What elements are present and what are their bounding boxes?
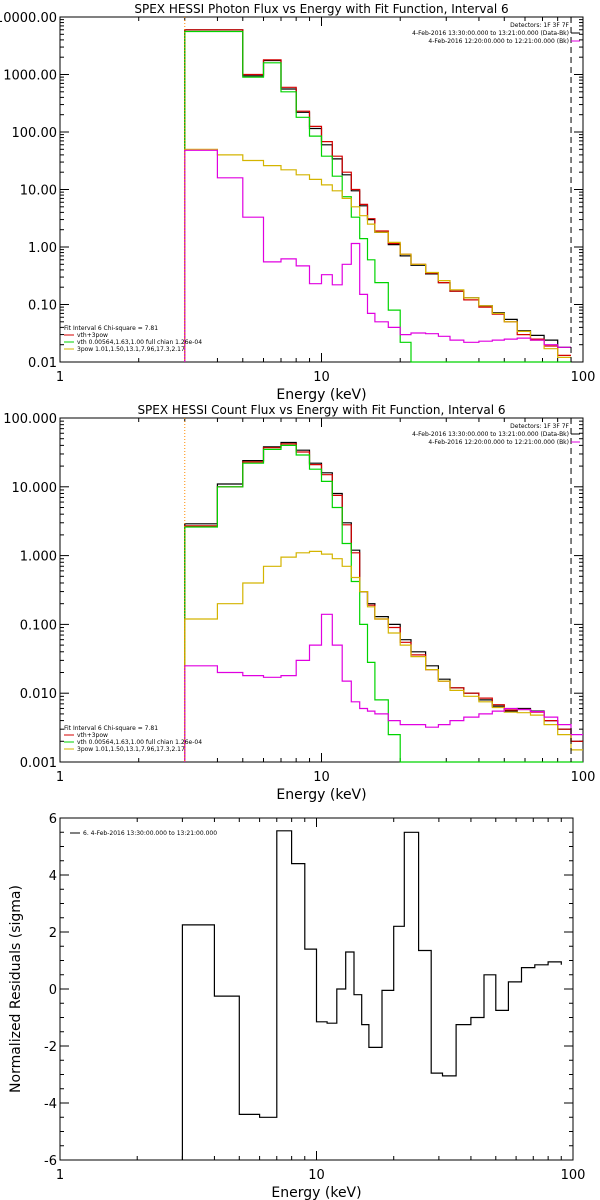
fit-legend-label: vth 0.00564,1.63,1.00 full chian 1.26e-0…: [77, 739, 202, 746]
y-tick-label: 10000.00: [0, 11, 57, 26]
y-tick-label: 0.100: [20, 618, 57, 633]
x-tick-label: 10: [308, 1168, 325, 1183]
y-tick-label: 100.00: [12, 126, 58, 141]
info-line: Detectors: 1F 3F 7F: [510, 22, 569, 29]
fit-legend-label: 3pow 1.01,1.50,13.1,7.96,17.3,2.17: [77, 746, 185, 753]
x-tick-label: 100: [571, 370, 596, 385]
series-vth-line: [184, 30, 571, 363]
y-tick-label: 2: [49, 926, 57, 941]
x-axis-label: Energy (keV): [276, 787, 366, 803]
x-axis-label: Energy (keV): [271, 1185, 361, 1200]
fit-legend-label: vth 0.00564,1.63,1.00 full chian 1.26e-0…: [77, 339, 202, 346]
x-tick-label: 1: [56, 370, 64, 385]
series-bk-line: [184, 149, 571, 362]
y-tick-label: 1.00: [28, 241, 57, 256]
x-tick-label: 10: [313, 370, 330, 385]
y-tick-label: 0.010: [20, 687, 57, 702]
series-bk-line: [184, 613, 583, 762]
fit-summary: Fit Interval 6 Chi-square = 7.81: [64, 725, 158, 732]
y-tick-label: 4: [49, 869, 57, 884]
y-tick-label: 6: [49, 812, 57, 827]
x-axis-label: Energy (keV): [276, 387, 366, 403]
series-vth-line: [184, 444, 583, 763]
info-line: 4-Feb-2016 12:20:00.000 to 12:21:00.000 …: [428, 439, 569, 446]
info-line: Detectors: 1F 3F 7F: [510, 423, 569, 430]
series-3pow-line: [184, 550, 583, 762]
x-tick-label: 1: [56, 770, 64, 785]
y-tick-label: 1.000: [20, 550, 57, 565]
fit-summary: Fit Interval 6 Chi-square = 7.81: [64, 325, 158, 332]
photon-flux-panel: SPEX HESSI Photon Flux vs Energy with Fi…: [0, 2, 595, 403]
y-axis-label: Normalized Residuals (sigma): [8, 885, 24, 1093]
x-tick-label: 10: [313, 770, 330, 785]
y-tick-label: 0: [49, 983, 57, 998]
count-flux-panel: SPEX HESSI Count Flux vs Energy with Fit…: [3, 403, 595, 803]
series-6-4-feb-2016-13-30-00-000-to-13-21-00-000-line: [181, 830, 562, 1160]
fit-legend-label: 3pow 1.01,1.50,13.1,7.96,17.3,2.17: [77, 346, 185, 353]
fit-legend-label: vth+3pow: [77, 332, 108, 339]
series-3pow-line: [184, 148, 571, 362]
x-tick-label: 100: [561, 1168, 586, 1183]
info-line: 4-Feb-2016 13:30:00.000 to 13:21:00.000 …: [412, 30, 569, 37]
chart-title: SPEX HESSI Photon Flux vs Energy with Fi…: [134, 2, 508, 16]
y-tick-label: 10.000: [12, 481, 58, 496]
x-tick-label: 1: [56, 1168, 64, 1183]
y-tick-label: 10.00: [20, 184, 57, 199]
plot-frame: [59, 16, 584, 363]
y-tick-label: -2: [44, 1040, 57, 1055]
chart-title: SPEX HESSI Count Flux vs Energy with Fit…: [137, 403, 505, 417]
info-line: 4-Feb-2016 13:30:00.000 to 13:21:00.000 …: [412, 431, 569, 438]
y-tick-label: 1000.00: [3, 69, 57, 84]
x-tick-label: 100: [571, 770, 596, 785]
y-tick-label: 0.10: [28, 299, 57, 314]
y-tick-label: 100.000: [3, 412, 57, 427]
fit-legend-label: vth+3pow: [77, 732, 108, 739]
residuals-panel: 1 10 100 -6 -4 -2 0 2 4 6 Energy (keV) Normalized R…: [8, 812, 585, 1200]
y-tick-label: -4: [44, 1097, 57, 1112]
legend-label: 6. 4-Feb-2016 13:30:00.000 to 13:21:00.0…: [83, 830, 217, 837]
info-line: 4-Feb-2016 12:20:00.000 to 12:21:00.000 …: [428, 38, 569, 45]
y-tick-label: 0.001: [20, 756, 57, 771]
y-tick-label: -6: [44, 1154, 57, 1169]
y-tick-label: 0.01: [28, 356, 57, 371]
